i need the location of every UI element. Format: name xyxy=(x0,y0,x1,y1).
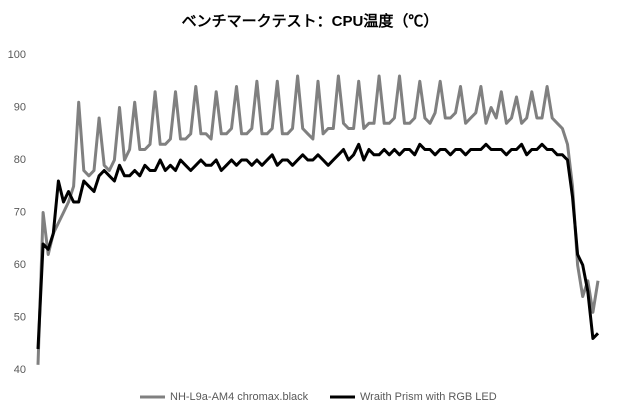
y-tick-label: 70 xyxy=(14,206,26,218)
legend-label: NH-L9a-AM4 chromax.black xyxy=(170,391,309,403)
y-tick-label: 100 xyxy=(8,49,26,61)
chart-title: ベンチマークテスト：CPU温度（℃） xyxy=(182,12,439,30)
series-line xyxy=(36,142,600,350)
y-tick-label: 60 xyxy=(14,259,26,271)
legend-label: Wraith Prism with RGB LED xyxy=(360,391,497,403)
y-tick-label: 40 xyxy=(14,364,26,376)
y-tick-label: 90 xyxy=(14,101,26,113)
y-tick-label: 80 xyxy=(14,154,26,166)
y-tick-label: 50 xyxy=(14,311,26,323)
series-line xyxy=(36,74,600,365)
